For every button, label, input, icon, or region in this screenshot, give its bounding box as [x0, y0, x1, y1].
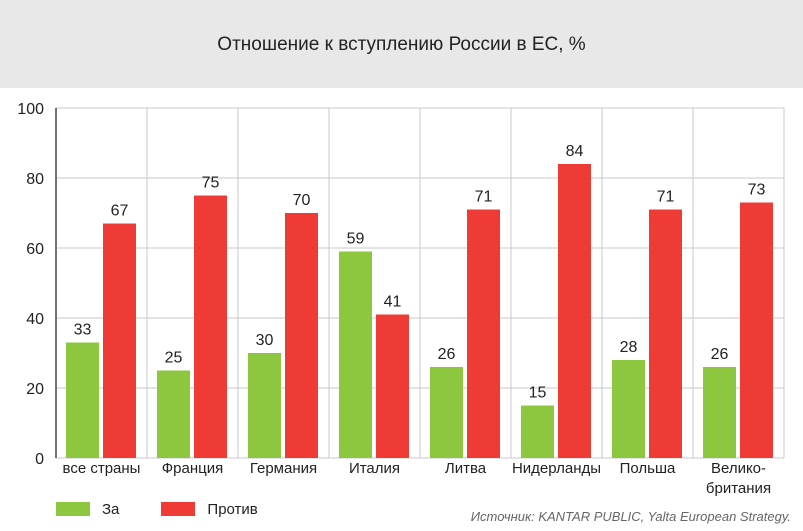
x-tick-label: Литва — [445, 460, 487, 477]
legend-swatch-za — [56, 502, 90, 516]
data-label: 28 — [620, 339, 638, 356]
legend-label-za: За — [102, 500, 120, 518]
x-tick-label: Германия — [250, 460, 317, 477]
data-label: 71 — [657, 189, 675, 206]
bar-protiv — [285, 213, 318, 458]
legend-item-za: За — [56, 501, 119, 518]
chart-header — [0, 0, 803, 88]
data-label: 26 — [438, 346, 456, 363]
y-tick-label: 20 — [26, 381, 44, 398]
data-label: 26 — [711, 346, 729, 363]
data-label: 71 — [475, 189, 493, 206]
data-label: 30 — [256, 332, 274, 349]
bar-za — [612, 360, 645, 458]
bar-protiv — [376, 314, 409, 458]
y-tick-label: 0 — [35, 451, 44, 468]
x-tick-label: Польша — [620, 460, 676, 477]
bar-za — [66, 342, 99, 458]
bar-protiv — [558, 164, 591, 458]
data-label: 84 — [566, 143, 584, 160]
y-tick-label: 40 — [26, 311, 44, 328]
x-tick-label: все страны — [63, 460, 141, 477]
legend-swatch-protiv — [161, 502, 196, 516]
x-tick-label: британия — [706, 480, 771, 497]
bar-protiv — [467, 209, 500, 458]
legend: За Против — [56, 498, 300, 520]
data-label: 75 — [202, 175, 220, 192]
y-tick-label: 80 — [26, 171, 44, 188]
y-tick-label: 60 — [26, 241, 44, 258]
data-label: 25 — [165, 350, 183, 367]
legend-item-protiv: Против — [161, 500, 258, 518]
data-label: 67 — [111, 203, 129, 220]
bar-protiv — [103, 223, 136, 458]
data-label: 73 — [748, 182, 766, 199]
x-tick-label: Франция — [162, 460, 223, 477]
x-tick-label: Италия — [349, 460, 400, 477]
bar-za — [339, 251, 372, 458]
y-tick-label: 100 — [17, 101, 44, 118]
chart-title: Отношение к вступлению России в ЕС, % — [217, 34, 586, 55]
source-note: Источник: KANTAR PUBLIC, Yalta European … — [470, 509, 791, 524]
data-label: 41 — [384, 294, 402, 311]
data-label: 70 — [293, 192, 311, 209]
bar-za — [703, 367, 736, 458]
bar-protiv — [194, 195, 227, 458]
data-label: 33 — [74, 322, 92, 339]
bar-chart: 0 20 40 60 80 100 33 67 все страны 25 75 Франция 30 7… — [17, 101, 785, 497]
bar-za — [157, 370, 190, 458]
bar-za — [521, 405, 554, 458]
bar-protiv — [649, 209, 682, 458]
data-label: 59 — [347, 231, 365, 248]
legend-label-protiv: Против — [207, 500, 258, 518]
bar-za — [248, 353, 281, 458]
x-tick-label: Велико- — [711, 460, 766, 477]
bar-protiv — [740, 202, 773, 458]
bar-za — [430, 367, 463, 458]
x-tick-label: Нидерланды — [512, 460, 601, 477]
data-label: 15 — [529, 385, 547, 402]
